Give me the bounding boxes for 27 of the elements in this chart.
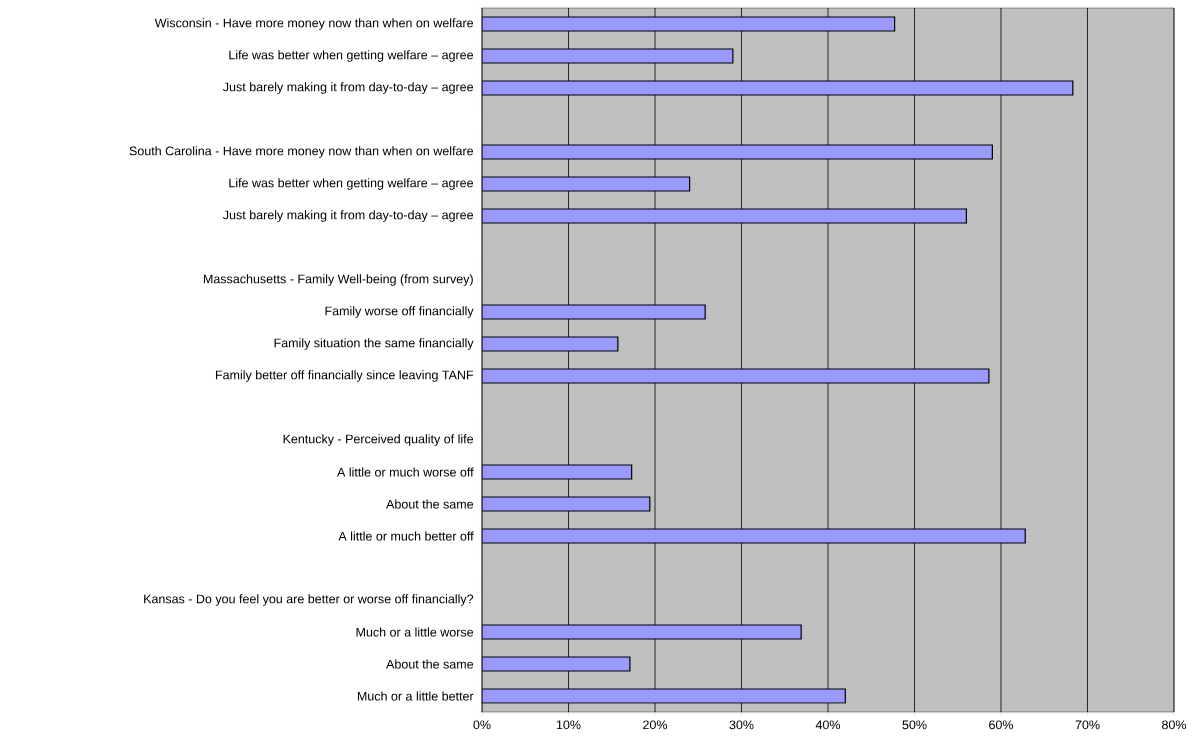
- y-tick-label: Life was better when getting welfare – agree: [229, 50, 474, 62]
- x-tick-label: 20%: [643, 720, 668, 730]
- y-tick-label: Family situation the same financially: [274, 338, 474, 350]
- x-tick-label: 0%: [473, 720, 491, 730]
- x-tick-label: 10%: [556, 720, 581, 730]
- y-tick-label: Life was better when getting welfare – agree: [229, 178, 474, 190]
- y-tick-label: A little or much better off: [338, 531, 474, 541]
- x-tick-label: 30%: [729, 720, 754, 730]
- y-tick-label: Kansas - Do you feel you are better or worse off financially?: [144, 594, 474, 606]
- y-tick-label: Massachusetts - Family Well-being (from survey): [203, 274, 473, 286]
- y-tick-label: Kentucky - Perceived quality of life: [283, 434, 474, 446]
- y-tick-label: Much or a little better: [357, 691, 474, 701]
- x-tick-label: 70%: [1075, 720, 1100, 730]
- x-tick-label: 80%: [1162, 720, 1187, 730]
- y-tick-label: About the same: [386, 499, 474, 509]
- x-tick-label: 40%: [815, 720, 841, 730]
- y-tick-label: Family worse off financially: [325, 306, 474, 318]
- y-tick-label: South Carolina - Have more money now than when on welfare: [129, 146, 474, 158]
- y-tick-label: About the same: [386, 659, 474, 669]
- y-tick-label: Family better off financially since leaving TANF: [215, 370, 474, 382]
- y-tick-label: Wisconsin - Have more money now than when on welfare: [154, 18, 474, 30]
- x-tick-label: 60%: [989, 720, 1014, 730]
- y-tick-label: Much or a little worse: [356, 627, 474, 637]
- y-tick-label: Just barely making it from day-to-day – agree: [223, 82, 474, 94]
- y-tick-label: Just barely making it from day-to-day – agree: [223, 210, 474, 222]
- y-tick-label: A little or much worse off: [337, 467, 474, 477]
- x-tick-label: 50%: [902, 720, 927, 730]
